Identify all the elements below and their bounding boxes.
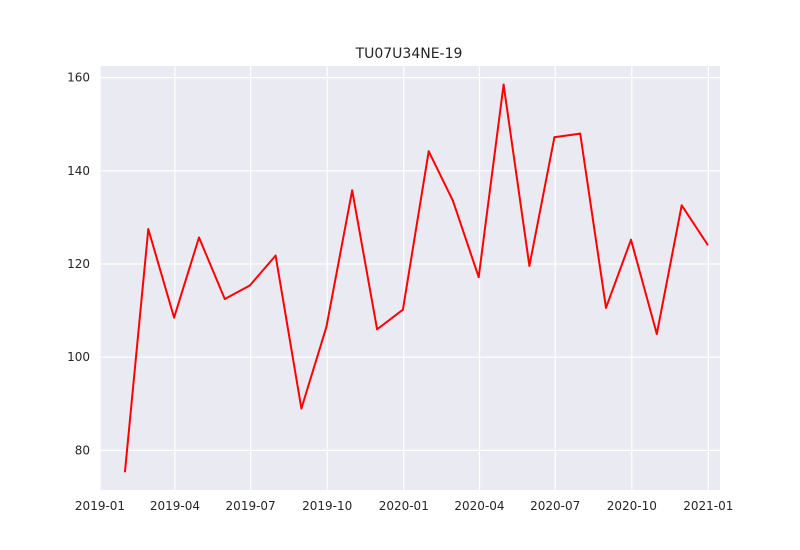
data-point	[706, 243, 709, 246]
x-tick-label: 2019-10	[302, 499, 352, 513]
data-point	[553, 136, 556, 139]
data-point	[147, 228, 150, 231]
data-point	[123, 470, 126, 473]
x-tick-label: 2020-07	[530, 499, 580, 513]
data-point	[376, 328, 379, 331]
y-tick-label: 100	[67, 350, 90, 364]
x-tick-label: 2019-01	[75, 499, 125, 513]
data-point	[629, 238, 632, 241]
x-tick-label: 2020-01	[379, 499, 429, 513]
x-tick-label: 2021-01	[683, 499, 733, 513]
data-point	[325, 325, 328, 328]
series-line	[124, 83, 709, 473]
x-tick-label: 2019-07	[226, 499, 276, 513]
data-point	[528, 264, 531, 267]
data-point	[579, 132, 582, 135]
series-layer	[123, 83, 709, 473]
data-point	[502, 83, 505, 86]
data-point	[351, 189, 354, 192]
y-tick-label: 160	[67, 71, 90, 85]
data-point	[223, 297, 226, 300]
data-point	[173, 316, 176, 319]
x-axis-ticks: 2019-01 2019-04 2019-07 2019-10 2020-01 2020-…	[75, 499, 733, 513]
data-point	[274, 254, 277, 257]
data-point	[300, 407, 303, 410]
data-point	[198, 236, 201, 239]
y-tick-label: 120	[67, 257, 90, 271]
data-point	[680, 204, 683, 207]
y-tick-label: 80	[75, 443, 90, 457]
data-point	[427, 150, 430, 153]
x-tick-label: 2019-04	[150, 499, 200, 513]
data-point	[477, 276, 480, 279]
plot-area	[100, 66, 720, 490]
data-point	[401, 308, 404, 311]
data-point	[248, 284, 251, 287]
x-tick-label: 2020-04	[454, 499, 504, 513]
x-tick-label: 2020-10	[607, 499, 657, 513]
chart-title: TU07U34NE-19	[355, 46, 463, 62]
data-point	[604, 306, 607, 309]
y-axis-ticks: 80 100 120 140 160	[67, 71, 90, 458]
data-point	[655, 332, 658, 335]
y-tick-label: 140	[67, 164, 90, 178]
data-point	[451, 199, 454, 202]
y-gridlines	[100, 77, 720, 451]
